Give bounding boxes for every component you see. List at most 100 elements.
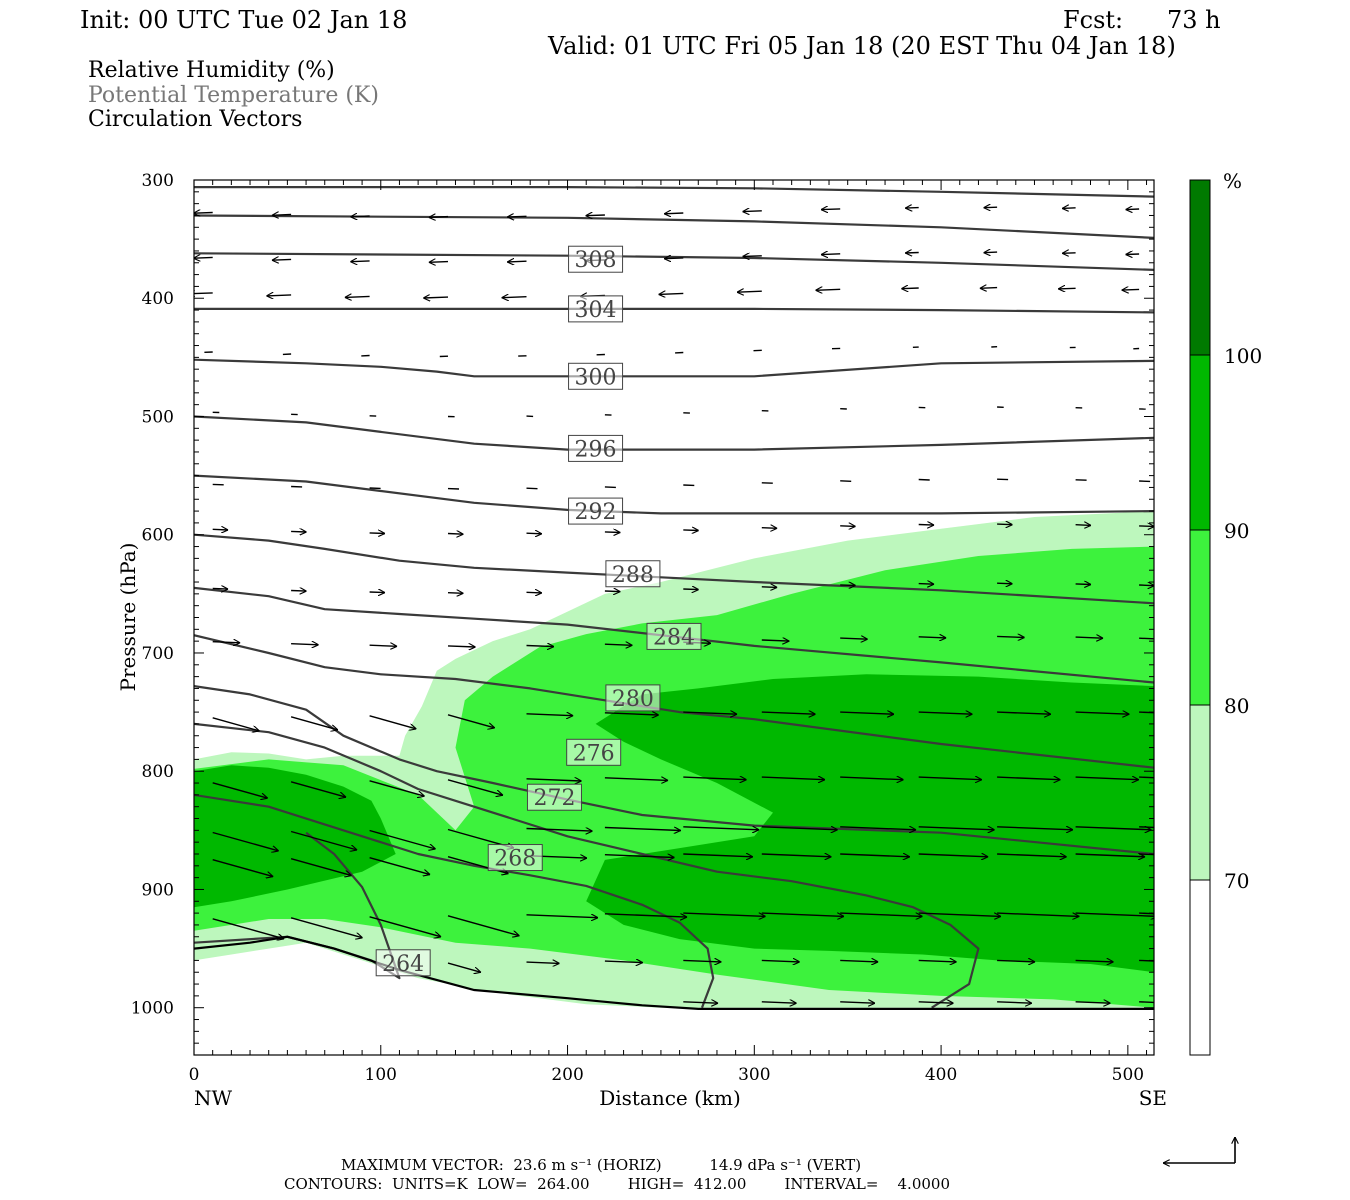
colorbar: 70 80 90 100 [1189,179,1262,1056]
y-tick-label-800: 800 [142,762,174,782]
x-tick-label-100: 100 [365,1065,397,1085]
circulation-vector-164 [840,854,910,857]
circulation-vector-127 [997,712,1051,714]
circulation-vector-2 [350,216,370,217]
isentrope-label-308: 308 [575,248,617,273]
circulation-vector-37 [1058,288,1076,289]
circulation-vector-26 [194,293,213,294]
circulation-vector-151 [840,827,916,830]
circulation-vector-74 [918,478,930,481]
circulation-vector-88 [997,524,1012,525]
legend-potential-temperature: Potential Temperature (K) [88,83,379,108]
circulation-vector-193 [761,1002,797,1003]
isentrope-292 [194,474,1154,515]
circulation-vector-85 [761,528,777,529]
circulation-vector-158 [369,857,431,875]
circulation-vector-181 [1139,912,1154,915]
circulation-vector-4 [507,216,527,217]
circulation-vector-115 [1075,637,1104,638]
circulation-vector-83 [604,532,620,533]
isentrope-label-268: 268 [494,847,536,872]
circulation-vector-36 [980,288,998,289]
contours-footnote: CONTOURS: UNITS=K LOW= 264.00 HIGH= 412.… [284,1175,950,1193]
circulation-vector-122 [604,713,659,715]
legend-relative-humidity: Relative Humidity (%) [88,58,335,83]
circulation-vector-6 [664,213,684,214]
circulation-vector-106 [369,645,398,646]
isentrope-upper-1 [194,214,1154,239]
surface-line [194,935,1154,1011]
circulation-vector-172 [447,915,520,936]
circulation-vectors [194,207,1154,1003]
circulation-vector-97 [683,589,698,590]
isentropes [194,186,1154,1011]
isentrope-304 [194,307,1154,314]
circulation-vector-190 [1075,960,1114,962]
circulation-vector-114 [997,636,1025,637]
colorbar-segment-2 [1189,529,1211,706]
circulation-vector-162 [683,854,753,857]
circulation-vector-7 [743,211,762,212]
rh-region-90-100-3 [586,674,1154,973]
circulation-vector-16 [429,262,449,263]
circulation-vector-128 [1075,712,1130,714]
colorbar-level-90: 90 [1224,519,1249,543]
isentrope-label-box-276 [566,738,622,766]
isentrope-label-box-272 [526,783,582,811]
isentrope-300 [194,358,1154,378]
x-tick-label-300: 300 [738,1065,770,1085]
circulation-vector-79 [291,531,306,532]
isentrope-labels: 308 304 300 296 292 288 284 280 276 272 268 264 [375,245,702,977]
isentrope-280 [194,634,1154,769]
circulation-vector-144 [290,830,357,851]
circulation-vector-109 [604,644,633,645]
x-axis-label: Distance (km) [599,1086,741,1110]
circulation-vector-176 [761,912,844,916]
circulation-vector-155 [1139,826,1154,829]
circulation-vector-177 [840,912,922,916]
isentrope-label-box-284 [646,622,702,650]
circulation-vector-90 [1139,526,1154,527]
circulation-vector-182 [447,962,481,972]
isentrope-label-284: 284 [653,625,695,650]
circulation-vector-147 [526,829,593,832]
circulation-vector-10 [984,207,998,208]
circulation-vector-188 [918,960,957,962]
y-tick-label-600: 600 [142,526,174,546]
circulation-vector-166 [997,854,1067,857]
isentrope-label-292: 292 [575,500,617,525]
isentrope-label-box-304 [568,295,624,323]
circulation-vector-187 [840,960,878,962]
circulation-vector-28 [345,296,370,297]
circulation-vector-120 [447,714,495,728]
isentrope-label-box-292 [568,497,624,525]
isentrope-288 [194,533,1154,605]
circulation-vector-157 [290,858,352,876]
isentrope-label-272: 272 [533,786,575,811]
circulation-vector-170 [290,917,363,938]
isentrope-308 [194,252,1154,271]
isentrope-label-box-264 [375,949,431,977]
circulation-vector-156 [212,859,274,877]
colorbar-level-80: 80 [1224,694,1249,718]
circulation-vector-21 [821,254,841,255]
circulation-vector-124 [761,712,816,714]
circulation-vector-91 [212,589,228,590]
y-tick-label-400: 400 [142,289,174,309]
circulation-vector-180 [1075,912,1154,916]
circulation-vector-99 [840,585,855,586]
circulation-vector-8 [821,209,841,210]
circulation-vector-105 [291,644,319,645]
circulation-vector-25 [1126,254,1140,255]
circulation-vector-194 [840,1002,875,1003]
circulation-vector-136 [683,777,746,780]
circulation-vector-96 [604,591,620,592]
circulation-vector-70 [604,486,616,489]
circulation-vector-152 [918,827,995,830]
isentrope-label-304: 304 [575,298,617,323]
x-tick-label-0: 0 [189,1065,200,1085]
y-tick-label-500: 500 [142,407,174,427]
colorbar-segment-1 [1189,704,1211,881]
circulation-vector-184 [604,961,643,963]
